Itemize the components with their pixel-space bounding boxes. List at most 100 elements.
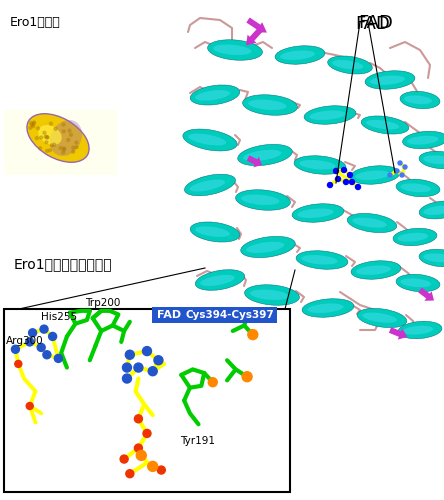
Circle shape [400,173,404,177]
Ellipse shape [396,180,440,196]
Circle shape [63,147,66,150]
Ellipse shape [185,174,235,196]
FancyBboxPatch shape [4,309,290,492]
Ellipse shape [208,40,262,60]
Circle shape [68,129,71,132]
Ellipse shape [190,222,240,242]
Circle shape [67,138,70,141]
Ellipse shape [309,110,345,120]
Circle shape [341,168,346,172]
Ellipse shape [419,201,444,219]
Ellipse shape [250,290,289,300]
Ellipse shape [292,204,344,222]
Ellipse shape [400,184,431,192]
Circle shape [36,127,40,130]
Ellipse shape [403,132,444,148]
Ellipse shape [294,156,346,174]
Circle shape [12,346,20,354]
Ellipse shape [241,194,279,205]
Circle shape [70,134,72,136]
Circle shape [63,148,66,151]
FancyArrow shape [246,18,267,32]
Ellipse shape [280,50,315,60]
Circle shape [148,366,157,376]
Ellipse shape [246,242,284,253]
Ellipse shape [38,125,62,145]
Ellipse shape [188,134,226,145]
Ellipse shape [396,274,440,291]
Circle shape [39,146,42,150]
FancyBboxPatch shape [152,308,186,324]
Ellipse shape [236,190,290,210]
Circle shape [50,144,53,147]
Circle shape [75,141,78,144]
Circle shape [75,146,78,148]
Circle shape [135,444,143,452]
Ellipse shape [299,160,336,170]
Text: Trp200: Trp200 [85,298,120,308]
Circle shape [72,146,75,149]
Ellipse shape [355,170,390,180]
Ellipse shape [347,214,397,233]
Circle shape [46,136,48,138]
Ellipse shape [242,95,297,115]
Ellipse shape [248,100,286,110]
Ellipse shape [357,308,407,328]
Text: FAD: FAD [157,310,181,320]
Circle shape [143,346,151,356]
Circle shape [62,123,65,126]
FancyArrow shape [389,327,408,340]
Ellipse shape [423,206,444,215]
Circle shape [395,169,399,173]
Ellipse shape [301,255,337,264]
Circle shape [59,146,62,150]
Circle shape [242,372,252,382]
Ellipse shape [213,44,251,55]
Text: Ero1の結晶: Ero1の結晶 [10,16,61,29]
Circle shape [328,182,333,188]
Ellipse shape [190,180,225,192]
FancyArrow shape [247,156,262,168]
Circle shape [135,415,143,423]
Ellipse shape [195,270,245,290]
Ellipse shape [307,304,344,313]
Text: FAD: FAD [358,14,393,32]
Circle shape [71,150,75,153]
Ellipse shape [361,116,409,134]
Circle shape [62,151,65,154]
Ellipse shape [245,285,299,305]
Ellipse shape [275,46,325,64]
Circle shape [40,136,43,139]
Circle shape [336,176,341,182]
Ellipse shape [370,76,405,85]
Circle shape [44,135,47,138]
Ellipse shape [423,156,444,164]
Circle shape [349,180,354,184]
Circle shape [32,122,35,125]
Ellipse shape [296,251,348,269]
Circle shape [26,402,33,409]
Circle shape [48,149,52,152]
Ellipse shape [362,312,397,322]
Ellipse shape [328,56,373,74]
Circle shape [28,329,36,337]
Ellipse shape [398,322,442,338]
Circle shape [125,350,135,359]
Text: Arg300: Arg300 [6,336,44,345]
Ellipse shape [200,275,235,286]
Ellipse shape [400,278,431,287]
Ellipse shape [238,144,292,166]
Ellipse shape [365,71,415,89]
Circle shape [348,172,353,178]
Text: His255: His255 [41,312,77,322]
Circle shape [46,150,48,152]
Circle shape [49,332,57,340]
FancyBboxPatch shape [4,110,117,175]
Ellipse shape [50,120,82,156]
Ellipse shape [243,150,281,161]
Circle shape [32,125,35,128]
Ellipse shape [404,96,432,104]
Ellipse shape [302,299,354,317]
Circle shape [49,122,52,125]
Circle shape [208,378,217,386]
